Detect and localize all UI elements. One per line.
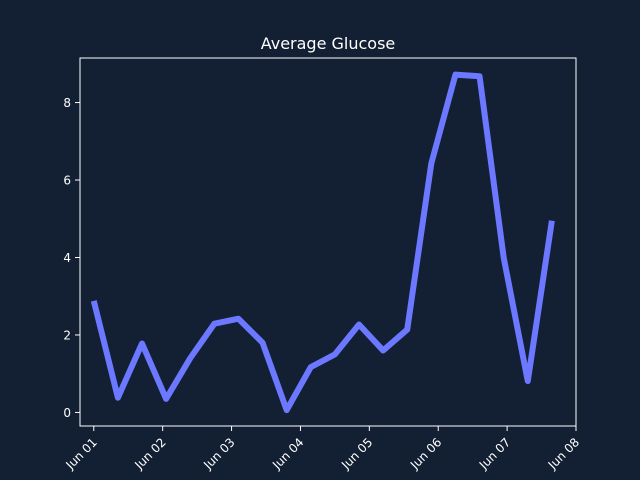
y-tick-label: 6	[63, 174, 71, 188]
axes-frame	[79, 57, 577, 427]
y-tick-label: 8	[63, 96, 71, 110]
series-line	[90, 71, 555, 414]
y-tick-label: 4	[63, 251, 71, 265]
y-tick-label: 2	[63, 328, 71, 342]
y-tick-label: 0	[63, 406, 71, 420]
plot-area	[79, 57, 577, 427]
series-layer	[90, 71, 555, 414]
y-axis: 0 2 4 6 8	[63, 96, 80, 420]
chart-title: Average Glucose	[261, 34, 396, 53]
